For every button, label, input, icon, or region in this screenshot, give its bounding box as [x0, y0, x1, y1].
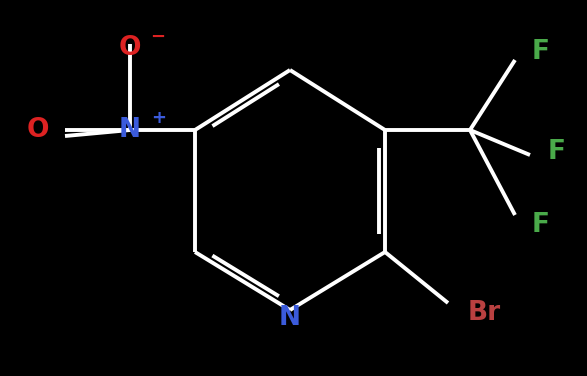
Text: N: N: [119, 117, 141, 143]
Text: +: +: [151, 109, 166, 127]
Text: −: −: [150, 28, 165, 46]
Text: O: O: [119, 35, 141, 61]
Text: Br: Br: [468, 300, 501, 326]
Text: F: F: [532, 39, 550, 65]
Text: F: F: [532, 212, 550, 238]
Text: N: N: [279, 305, 301, 331]
Text: F: F: [548, 139, 566, 165]
Text: O: O: [27, 117, 49, 143]
